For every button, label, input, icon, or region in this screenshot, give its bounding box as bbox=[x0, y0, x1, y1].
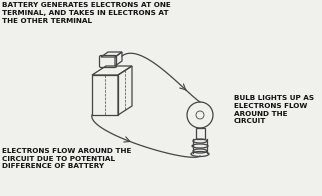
Text: BULB LIGHTS UP AS
ELECTRONS FLOW
AROUND THE
CIRCUIT: BULB LIGHTS UP AS ELECTRONS FLOW AROUND … bbox=[234, 95, 314, 124]
Text: ELECTRONS FLOW AROUND THE
CIRCUIT DUE TO POTENTIAL
DIFFERENCE OF BATTERY: ELECTRONS FLOW AROUND THE CIRCUIT DUE TO… bbox=[2, 148, 131, 170]
Text: BATTERY GENERATES ELECTRONS AT ONE
TERMINAL, AND TAKES IN ELECTRONS AT
THE OTHER: BATTERY GENERATES ELECTRONS AT ONE TERMI… bbox=[2, 2, 171, 24]
